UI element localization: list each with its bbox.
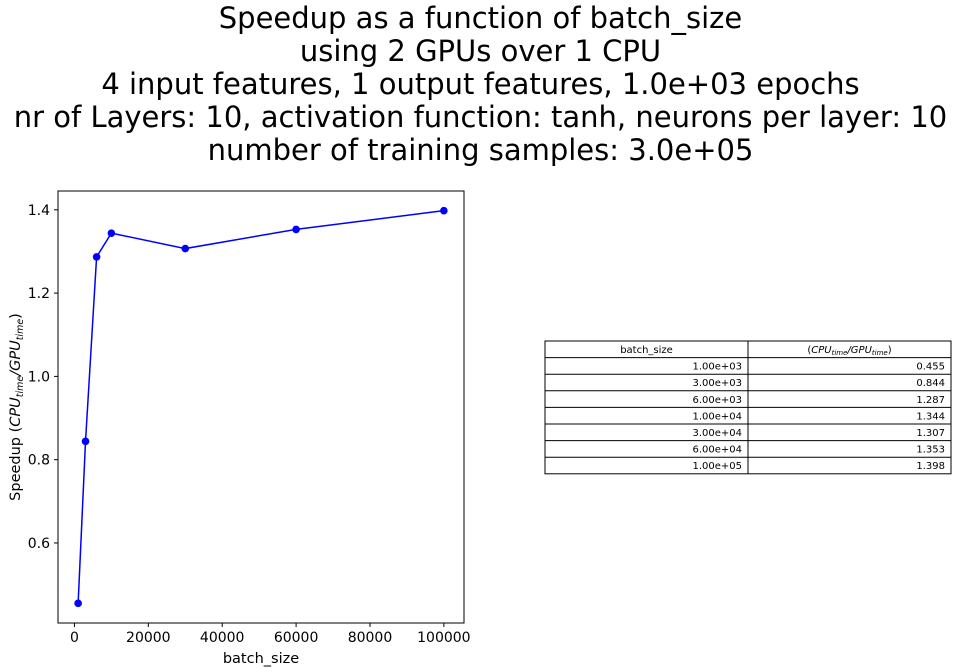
x-tick-label: 80000 [348, 630, 393, 646]
data-table: batch_size (CPUtime/GPUtime) 1.00e+03 0.455… [544, 340, 952, 475]
table-cell: 1.287 [916, 395, 945, 406]
series-markers [74, 206, 448, 608]
y-tick-label: 1.2 [28, 286, 50, 302]
table-cell: 1.353 [916, 445, 945, 456]
x-tick-label: 0 [70, 630, 79, 646]
data-point [92, 253, 101, 261]
data-point [74, 599, 82, 608]
x-tick-label: 20000 [126, 630, 171, 646]
data-point [81, 437, 90, 446]
table-cell: 1.00e+04 [692, 411, 742, 422]
data-point [181, 244, 190, 253]
table-header-cell: (CPUtime/GPUtime) [807, 345, 891, 357]
title-line: number of training samples: 3.0e+05 [207, 133, 754, 167]
x-axis: 0 20000 40000 60000 80000 100000 [70, 623, 471, 646]
data-point [107, 229, 116, 237]
table-cell: 6.00e+04 [692, 445, 742, 456]
y-tick-label: 0.8 [28, 453, 50, 469]
title-line: Speedup as a function of batch_size [218, 1, 743, 35]
plot-frame [57, 190, 465, 624]
x-tick-label: 40000 [200, 630, 245, 646]
y-tick-label: 1.0 [28, 369, 50, 385]
table-cell: 3.00e+04 [692, 428, 742, 439]
x-tick-label: 100000 [417, 630, 470, 646]
table-cell: 0.844 [916, 378, 945, 389]
table-cell: 1.00e+03 [692, 362, 742, 373]
title-line: using 2 GPUs over 1 CPU [299, 34, 662, 68]
data-point [292, 225, 300, 234]
line-chart: 0 20000 40000 60000 80000 100000 0.6 0.8 1.0 1.2… [8, 190, 471, 667]
table-cell: 0.455 [916, 362, 945, 373]
x-axis-label: batch_size [223, 651, 299, 667]
data-point [440, 206, 448, 215]
figure-title: Speedup as a function of batch_size usin… [0, 2, 961, 167]
x-tick-label: 60000 [274, 630, 319, 646]
y-tick-label: 1.4 [28, 203, 50, 219]
table-cell: 1.307 [916, 428, 945, 439]
table-cell: 1.398 [916, 461, 945, 472]
table-header-cell: batch_size [620, 345, 673, 356]
series-line [77, 209, 444, 604]
y-axis: 0.6 0.8 1.0 1.2 1.4 [28, 203, 58, 552]
table-cell: 6.00e+03 [692, 395, 742, 406]
title-line: 4 input features, 1 output features, 1.0… [101, 67, 860, 101]
table-cell: 1.00e+05 [692, 461, 742, 472]
title-line: nr of Layers: 10, activation function: t… [13, 100, 948, 134]
table-cell: 3.00e+03 [692, 378, 742, 389]
y-tick-label: 0.6 [28, 536, 50, 552]
table-cell: 1.344 [916, 411, 945, 422]
y-axis-label: Speedup (CPUtime/GPUtime) [8, 313, 26, 501]
